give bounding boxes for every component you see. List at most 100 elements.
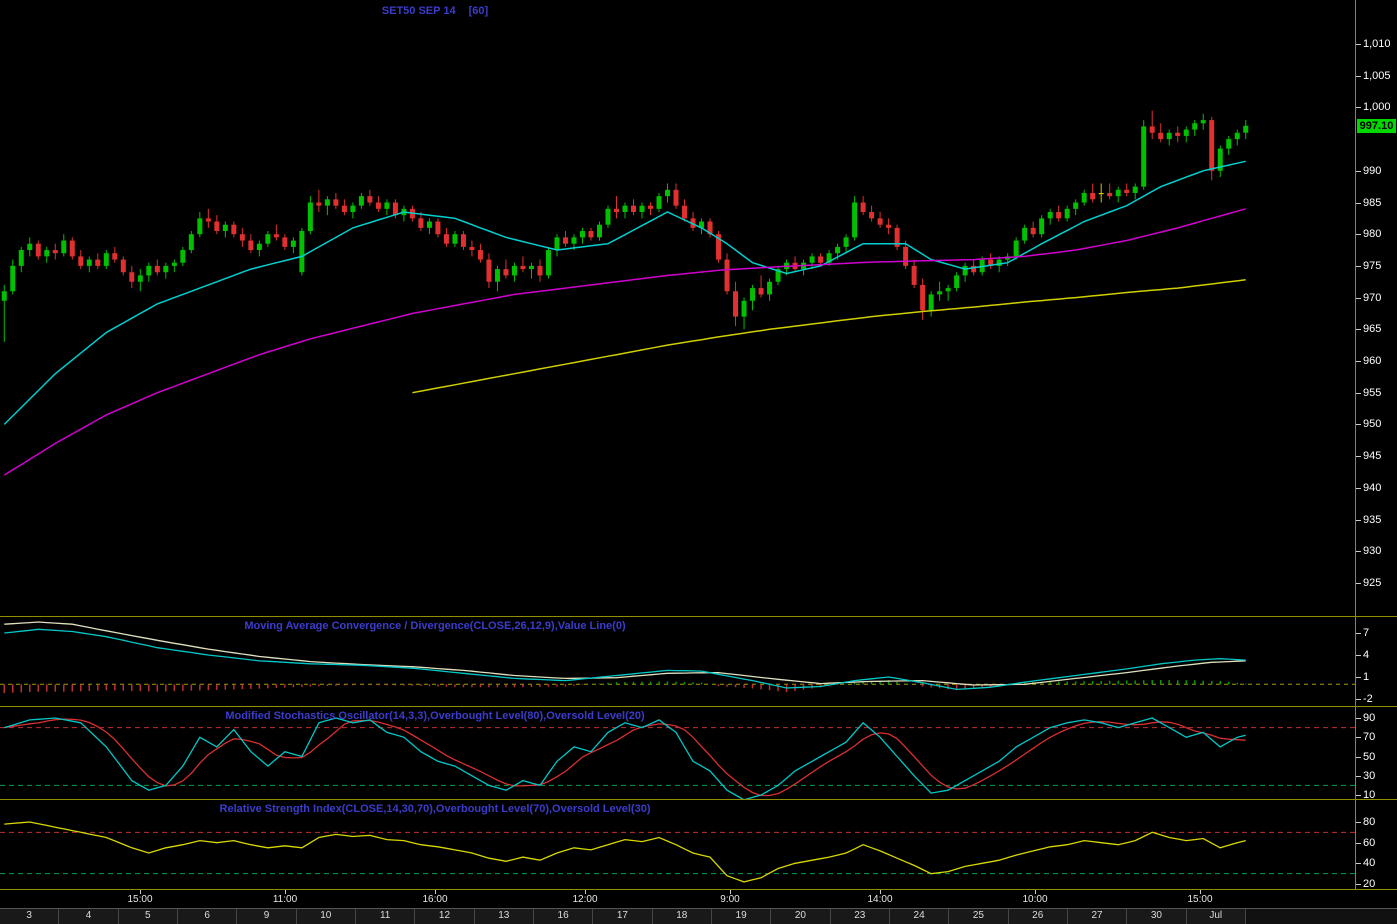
time-axis-label: 14:00 [867, 894, 893, 905]
rsi-axis: 80 60 40 20 [1356, 800, 1397, 889]
date-axis-cell: 12 [415, 909, 475, 924]
axis-label: 4 [1363, 648, 1370, 661]
stochastic-panel[interactable]: Modified Stochastics Oscillator(14,3,3),… [0, 707, 1356, 799]
rsi-row: Relative Strength Index(CLOSE,14,30,70),… [0, 800, 1397, 890]
last-price-tag: 997.10 [1357, 118, 1396, 133]
date-axis-cell: 16 [533, 909, 594, 924]
axis-label: 1,005 [1363, 69, 1391, 82]
time-axis-tick [730, 890, 731, 894]
time-axis: 15:00 11:00 16:00 12:00 9:00 14:00 10:00 15:00 [0, 890, 1397, 908]
axis-label: 90 [1363, 712, 1376, 724]
rsi-canvas[interactable] [0, 800, 1355, 889]
axis-tick [1356, 361, 1361, 362]
date-axis-cell: 4 [59, 909, 119, 924]
time-axis-label: 11:00 [272, 894, 298, 905]
axis-label: 970 [1363, 291, 1382, 304]
macd-row: Moving Average Convergence / Divergence(… [0, 617, 1397, 707]
time-axis-label: 12:00 [572, 894, 598, 905]
axis-tick [1356, 424, 1361, 426]
time-axis-tick [285, 890, 286, 894]
axis-label: 940 [1363, 481, 1382, 494]
date-axis-cell: 30 [1127, 909, 1187, 924]
date-axis-cell: 11 [355, 909, 416, 924]
date-axis-cell: 10 [296, 909, 356, 924]
axis-tick [1356, 170, 1361, 172]
axis-label: 935 [1363, 513, 1382, 526]
axis-label: 1,000 [1363, 101, 1391, 114]
axis-tick [1356, 265, 1361, 267]
axis-tick [1356, 863, 1361, 865]
axis-tick [1356, 775, 1361, 777]
time-axis-tick [140, 890, 141, 894]
axis-tick [1356, 795, 1361, 796]
axis-tick [1356, 582, 1361, 584]
axis-tick [1356, 392, 1361, 394]
axis-label: 955 [1363, 386, 1382, 399]
axis-tick [1356, 519, 1361, 521]
axis-tick [1356, 737, 1361, 739]
time-axis-label: 16:00 [422, 894, 448, 905]
axis-label: 70 [1363, 731, 1376, 744]
axis-label: 1,010 [1363, 38, 1391, 50]
time-axis-tick [435, 890, 436, 894]
axis-tick [1356, 698, 1361, 700]
date-axis-cell: 25 [949, 909, 1009, 924]
axis-tick [1356, 883, 1361, 885]
axis-label: 30 [1363, 769, 1376, 782]
axis-label: -2 [1363, 692, 1373, 705]
axis-label: 980 [1363, 228, 1382, 241]
axis-tick [1356, 822, 1361, 823]
price-chart-canvas[interactable] [0, 0, 1355, 616]
date-axis-cell: 24 [889, 909, 950, 924]
date-axis-cell: 17 [593, 909, 653, 924]
axis-tick [1356, 44, 1361, 45]
axis-label: 925 [1363, 576, 1382, 589]
axis-tick [1356, 551, 1361, 553]
axis-tick [1356, 297, 1361, 299]
date-axis-cell: 9 [237, 909, 297, 924]
date-axis-cell: 27 [1067, 909, 1128, 924]
date-axis-cell: 6 [177, 909, 238, 924]
date-axis-cell: 19 [711, 909, 772, 924]
price-axis: 997.10 1,010 1,005 1,000 990 985 980 975 970 965… [1356, 0, 1397, 616]
axis-label: 960 [1363, 355, 1382, 367]
time-axis-label: 10:00 [1022, 894, 1048, 905]
time-axis-tick [880, 890, 881, 894]
price-chart-panel[interactable]: SET50 SEP 14 [60] [0, 0, 1356, 616]
axis-tick [1356, 633, 1361, 634]
macd-panel[interactable]: Moving Average Convergence / Divergence(… [0, 617, 1356, 706]
axis-label: 1 [1363, 670, 1370, 683]
macd-panel-title: Moving Average Convergence / Divergence(… [244, 620, 626, 632]
axis-tick [1356, 487, 1361, 489]
axis-label: 50 [1363, 750, 1376, 763]
axis-label: 40 [1363, 857, 1376, 870]
stochastic-axis: 90 70 50 30 10 [1356, 707, 1397, 799]
stochastic-canvas[interactable] [0, 707, 1355, 799]
axis-label: 20 [1363, 877, 1376, 889]
axis-label: 975 [1363, 259, 1382, 272]
rsi-panel[interactable]: Relative Strength Index(CLOSE,14,30,70),… [0, 800, 1356, 889]
macd-axis: 7 4 1 -2 [1356, 617, 1397, 706]
axis-label: 7 [1363, 627, 1370, 639]
macd-canvas[interactable] [0, 617, 1355, 706]
axis-tick [1356, 75, 1361, 77]
axis-label: 950 [1363, 418, 1382, 431]
date-axis: 3 4 5 6 9 10 11 12 13 16 17 18 19 20 23 24 25 26 27 30 Jul [0, 908, 1397, 924]
time-axis-tick [1200, 890, 1201, 894]
axis-tick [1356, 202, 1361, 204]
stochastic-row: Modified Stochastics Oscillator(14,3,3),… [0, 707, 1397, 800]
date-axis-cell: 3 [0, 909, 60, 924]
time-axis-label: 15:00 [127, 894, 153, 905]
axis-label: 80 [1363, 816, 1376, 828]
date-axis-cell: 23 [830, 909, 890, 924]
date-axis-filler [1245, 909, 1397, 924]
axis-label: 990 [1363, 164, 1382, 177]
interval-label: [60] [468, 5, 489, 17]
axis-tick [1356, 107, 1361, 109]
time-axis-tick [585, 890, 586, 894]
axis-tick [1356, 329, 1361, 331]
axis-tick [1356, 234, 1361, 236]
axis-label: 930 [1363, 545, 1382, 558]
axis-label: 10 [1363, 789, 1376, 799]
